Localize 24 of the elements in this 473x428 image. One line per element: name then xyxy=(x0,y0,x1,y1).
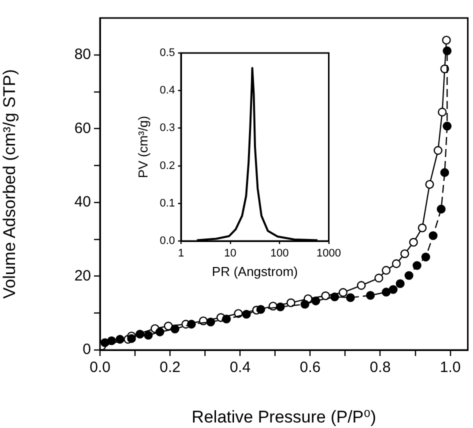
y-tick-label: 0.2 xyxy=(160,160,175,172)
y-tick-label: 0.5 xyxy=(160,47,175,60)
x-tick-label: 1.0 xyxy=(440,359,461,376)
x-axis-title: PR (Angstrom) xyxy=(212,264,298,279)
x-tick-label: 100 xyxy=(270,248,289,260)
y-tick-label: 0.3 xyxy=(160,122,175,134)
x-tick-label: 0.4 xyxy=(230,359,251,376)
y-tick-label: 0.1 xyxy=(160,197,175,210)
x-tick-label: 10 xyxy=(224,248,236,260)
y-tick-label: 80 xyxy=(74,46,91,64)
y-tick-label: 0 xyxy=(82,341,91,358)
y-tick-label: 0.0 xyxy=(160,235,175,248)
x-tick-label: 0.8 xyxy=(370,359,391,376)
y-tick-label: 40 xyxy=(74,194,91,211)
y-axis-title: Volume Adsorbed (cm³/g STP) xyxy=(0,69,19,299)
x-axis-title: Relative Pressure (P/P⁰) xyxy=(192,407,376,426)
x-tick-label: 1000 xyxy=(316,248,342,260)
y-tick-label: 0.4 xyxy=(160,84,175,97)
y-axis-title: PV (cm³/g) xyxy=(135,116,150,178)
y-tick-label: 20 xyxy=(74,267,91,284)
x-tick-label: 1 xyxy=(178,248,184,260)
x-tick-label: 0.0 xyxy=(90,359,110,376)
x-tick-label: 0.6 xyxy=(300,359,321,376)
y-tick-label: 60 xyxy=(74,120,91,137)
